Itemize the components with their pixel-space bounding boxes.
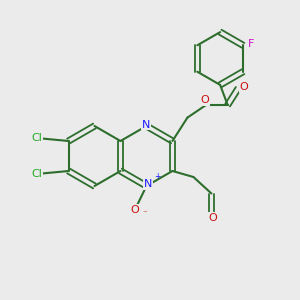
Text: O: O xyxy=(200,95,209,105)
Text: Cl: Cl xyxy=(31,133,42,143)
Text: N: N xyxy=(143,179,152,189)
Text: ⁻: ⁻ xyxy=(142,209,147,218)
Text: +: + xyxy=(155,172,161,181)
Text: O: O xyxy=(130,205,139,215)
Text: O: O xyxy=(239,82,248,92)
Text: F: F xyxy=(248,39,255,49)
Text: O: O xyxy=(208,213,217,223)
Text: N: N xyxy=(142,120,150,130)
Text: Cl: Cl xyxy=(31,169,42,179)
